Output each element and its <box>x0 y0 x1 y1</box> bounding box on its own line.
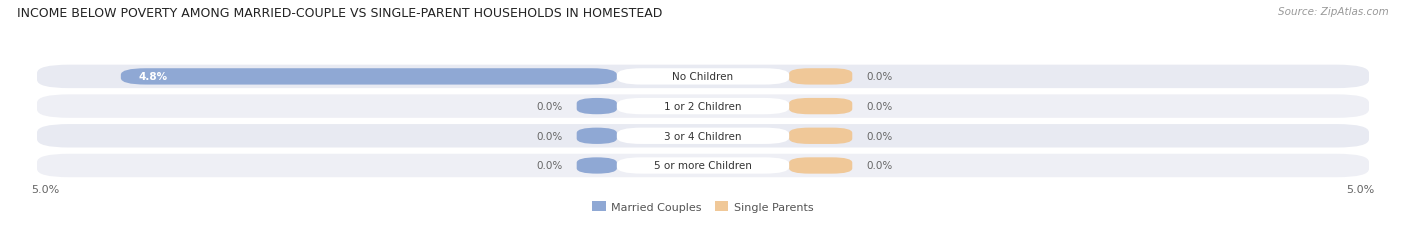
FancyBboxPatch shape <box>576 128 617 144</box>
Text: 5.0%: 5.0% <box>1347 184 1375 194</box>
Text: 0.0%: 0.0% <box>866 131 893 141</box>
FancyBboxPatch shape <box>789 98 852 115</box>
FancyBboxPatch shape <box>617 69 789 85</box>
Text: 0.0%: 0.0% <box>537 161 562 171</box>
Text: 0.0%: 0.0% <box>537 131 562 141</box>
Text: 5.0%: 5.0% <box>31 184 59 194</box>
FancyBboxPatch shape <box>617 98 789 115</box>
Text: 3 or 4 Children: 3 or 4 Children <box>664 131 742 141</box>
Text: 0.0%: 0.0% <box>866 102 893 112</box>
Legend: Married Couples, Single Parents: Married Couples, Single Parents <box>588 197 818 216</box>
Text: INCOME BELOW POVERTY AMONG MARRIED-COUPLE VS SINGLE-PARENT HOUSEHOLDS IN HOMESTE: INCOME BELOW POVERTY AMONG MARRIED-COUPL… <box>17 7 662 20</box>
FancyBboxPatch shape <box>37 125 1369 148</box>
Text: Source: ZipAtlas.com: Source: ZipAtlas.com <box>1278 7 1389 17</box>
FancyBboxPatch shape <box>789 69 852 85</box>
FancyBboxPatch shape <box>789 158 852 174</box>
Text: 4.8%: 4.8% <box>138 72 167 82</box>
Text: No Children: No Children <box>672 72 734 82</box>
FancyBboxPatch shape <box>617 128 789 144</box>
Text: 1 or 2 Children: 1 or 2 Children <box>664 102 742 112</box>
FancyBboxPatch shape <box>121 69 617 85</box>
FancyBboxPatch shape <box>617 158 789 174</box>
Text: 0.0%: 0.0% <box>537 102 562 112</box>
FancyBboxPatch shape <box>576 98 617 115</box>
FancyBboxPatch shape <box>37 65 1369 89</box>
Text: 0.0%: 0.0% <box>866 72 893 82</box>
Text: 0.0%: 0.0% <box>866 161 893 171</box>
FancyBboxPatch shape <box>576 158 617 174</box>
FancyBboxPatch shape <box>37 95 1369 118</box>
FancyBboxPatch shape <box>789 128 852 144</box>
FancyBboxPatch shape <box>37 154 1369 177</box>
Text: 5 or more Children: 5 or more Children <box>654 161 752 171</box>
